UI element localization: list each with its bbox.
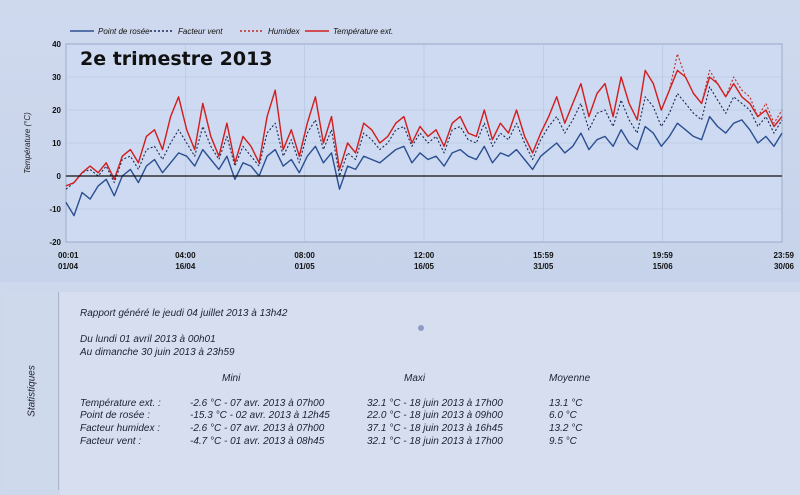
stat-row-min: -4.7 °C - 01 avr. 2013 à 08h45 (190, 436, 325, 447)
stat-row-max: 22.0 °C - 18 juin 2013 à 09h00 (367, 410, 503, 421)
legend: Point de rosée Facteur vent Humidex Tempéra… (70, 27, 393, 36)
chart-title: 2e trimestre 2013 (80, 48, 273, 70)
x-tick-time: 23:59 (774, 251, 795, 260)
legend-entry: Facteur vent (178, 27, 223, 36)
series-layer (65, 53, 783, 217)
x-tick-date: 16/04 (175, 262, 196, 271)
x-tick-date: 15/06 (653, 262, 674, 271)
stat-row-label: Point de rosée : (80, 410, 151, 421)
x-tick-time: 00:01 (58, 251, 79, 260)
legend-entry: Humidex (268, 27, 301, 36)
x-tick-time: 19:59 (652, 251, 673, 260)
stat-row-label: Facteur humidex : (80, 423, 161, 434)
stat-row-avg: 9.5 °C (549, 436, 577, 447)
y-axis-label: Température (°C) (23, 112, 32, 174)
decorative-dot (418, 325, 424, 331)
x-tick-date: 31/05 (533, 262, 554, 271)
y-tick-label: 10 (52, 139, 61, 148)
stat-row-min: -2.6 °C - 07 avr. 2013 à 07h00 (190, 423, 325, 434)
x-tick-date: 01/04 (58, 262, 79, 271)
stat-row-max: 32.1 °C - 18 juin 2013 à 17h00 (367, 398, 503, 409)
x-tick-date: 16/05 (414, 262, 435, 271)
x-tick-time: 15:59 (533, 251, 554, 260)
stat-row-avg: 13.1 °C (549, 398, 583, 409)
stat-row-max: 37.1 °C - 18 juin 2013 à 16h45 (367, 423, 503, 434)
statistics-tab-label: Statistiques (26, 365, 38, 417)
y-tick-label: 30 (52, 73, 61, 82)
x-tick-time: 08:00 (294, 251, 315, 260)
y-tick-label: 20 (52, 106, 61, 115)
report-line: Rapport généré le jeudi 04 juillet 2013 … (80, 308, 288, 319)
stat-row-avg: 6.0 °C (549, 410, 577, 421)
stat-row-avg: 13.2 °C (549, 423, 583, 434)
stat-row-max: 32.1 °C - 18 juin 2013 à 17h00 (367, 436, 503, 447)
statistics-tab[interactable]: Statistiques (6, 292, 59, 490)
period-to: Au dimanche 30 juin 2013 à 23h59 (80, 347, 235, 358)
stat-row-label: Facteur vent : (80, 436, 142, 447)
legend-entry: Température ext. (333, 27, 393, 36)
stat-row-label: Température ext. : (80, 398, 161, 409)
x-tick-time: 12:00 (414, 251, 435, 260)
y-axis-ticks: -20 -10 0 10 20 30 40 (49, 40, 61, 247)
period-from: Du lundi 01 avril 2013 à 00h01 (80, 334, 216, 345)
series-line (65, 86, 783, 190)
stat-row-min: -2.6 °C - 07 avr. 2013 à 07h00 (190, 398, 325, 409)
y-tick-label: -20 (49, 238, 61, 247)
x-tick-date: 30/06 (774, 262, 795, 271)
column-header-avg: Moyenne (549, 373, 591, 384)
column-header-min: Mini (222, 373, 241, 384)
column-header-max: Maxi (404, 373, 426, 384)
temperature-chart: -20 -10 0 10 20 30 40 00:01 01/04 04:00 16/04 08:0… (23, 27, 795, 271)
legend-entry: Point de rosée (98, 27, 150, 36)
statistics-panel (60, 292, 800, 495)
series-line (65, 115, 783, 217)
stat-row-min: -15.3 °C - 02 avr. 2013 à 12h45 (190, 410, 330, 421)
series-line (65, 69, 783, 187)
y-tick-label: 0 (57, 172, 62, 181)
x-tick-time: 04:00 (175, 251, 196, 260)
x-tick-date: 01/05 (295, 262, 316, 271)
x-axis-ticks: 00:01 01/04 04:00 16/04 08:00 01/05 12:00 16/05… (58, 251, 795, 271)
y-tick-label: -10 (49, 205, 61, 214)
y-tick-label: 40 (52, 40, 61, 49)
